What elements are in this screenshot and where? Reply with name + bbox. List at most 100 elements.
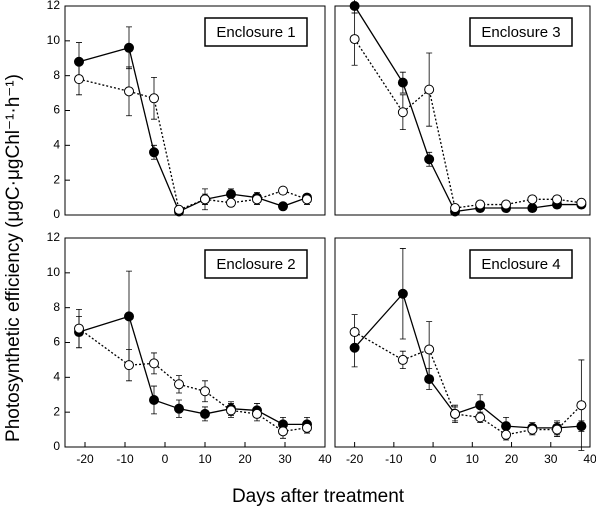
series-line	[78, 328, 308, 433]
panel-label: Enclosure 2	[216, 256, 295, 273]
marker	[397, 354, 408, 365]
marker	[424, 154, 435, 165]
series-line	[78, 78, 308, 211]
marker	[74, 56, 84, 67]
marker	[576, 400, 587, 411]
x-tick-label: 20	[505, 452, 519, 466]
series-line	[354, 331, 582, 436]
x-tick-label: 0	[430, 452, 437, 466]
x-tick-label: -20	[76, 452, 94, 466]
marker	[200, 386, 210, 397]
marker	[226, 197, 236, 208]
marker	[149, 394, 159, 405]
marker	[278, 201, 288, 212]
marker	[74, 323, 84, 334]
y-tick-label: 0	[53, 439, 60, 453]
marker	[278, 185, 288, 196]
marker	[174, 379, 184, 390]
y-tick-label: 4	[53, 370, 60, 384]
marker	[149, 147, 159, 158]
y-tick-label: 2	[53, 172, 60, 186]
marker	[124, 360, 134, 371]
marker	[302, 194, 312, 205]
x-tick-label: 30	[544, 452, 558, 466]
label-box	[204, 249, 308, 279]
y-tick-label: 0	[53, 207, 60, 221]
x-axis-label: Days after treatment	[232, 486, 405, 507]
marker	[424, 84, 435, 95]
series-line	[354, 292, 582, 429]
marker	[124, 311, 134, 322]
marker	[149, 358, 159, 369]
marker	[252, 194, 262, 205]
y-tick-label: 8	[53, 68, 60, 82]
marker	[475, 412, 486, 423]
y-tick-label: 6	[53, 103, 60, 117]
series-line	[354, 38, 582, 209]
x-tick-label: 30	[278, 452, 292, 466]
marker	[397, 77, 408, 88]
marker	[226, 405, 236, 416]
marker	[174, 403, 184, 414]
panel-label: Enclosure 1	[216, 24, 295, 41]
label-box	[204, 17, 308, 47]
y-tick-label: 10	[47, 265, 61, 279]
y-tick-label: 12	[47, 0, 61, 12]
y-tick-label: 10	[47, 33, 61, 47]
x-tick-label: 0	[162, 452, 169, 466]
marker	[397, 288, 408, 299]
marker	[226, 189, 236, 200]
marker	[74, 74, 84, 85]
y-axis-label: Photosynthetic efficiency (μgC·μgChl⁻¹·h…	[3, 74, 24, 442]
marker	[552, 424, 563, 435]
marker	[424, 344, 435, 355]
y-tick-label: 4	[53, 138, 60, 152]
marker	[349, 342, 360, 353]
marker	[278, 426, 288, 437]
marker	[349, 327, 360, 338]
x-tick-label: -20	[346, 452, 364, 466]
marker	[349, 34, 360, 45]
plot-frame	[334, 237, 591, 448]
x-tick-label: 20	[238, 452, 252, 466]
marker	[424, 374, 435, 385]
plot-frame	[334, 5, 591, 216]
panel-label: Enclosure 3	[481, 24, 560, 41]
marker	[527, 203, 538, 214]
x-tick-label: -10	[385, 452, 403, 466]
marker	[501, 429, 512, 440]
marker	[527, 424, 538, 435]
marker	[450, 408, 461, 419]
marker	[174, 204, 184, 215]
marker	[200, 194, 210, 205]
marker	[302, 422, 312, 433]
marker	[124, 86, 134, 97]
y-tick-label: 6	[53, 335, 60, 349]
marker	[552, 194, 563, 205]
marker	[501, 421, 512, 432]
x-tick-label: 10	[198, 452, 212, 466]
marker	[576, 197, 587, 208]
marker	[349, 1, 360, 11]
label-box	[469, 249, 573, 279]
marker	[576, 421, 587, 432]
marker	[397, 107, 408, 118]
marker	[527, 194, 538, 205]
y-tick-label: 8	[53, 300, 60, 314]
x-tick-label: 40	[583, 452, 596, 466]
panel-label: Enclosure 4	[481, 256, 560, 273]
x-tick-label: 10	[466, 452, 480, 466]
marker	[252, 408, 262, 419]
marker	[501, 199, 512, 210]
y-tick-label: 2	[53, 404, 60, 418]
marker	[124, 42, 134, 53]
marker	[200, 408, 210, 419]
x-tick-label: -10	[116, 452, 134, 466]
label-box	[469, 17, 573, 47]
marker	[450, 203, 461, 214]
y-tick-label: 12	[47, 230, 61, 244]
marker	[475, 400, 486, 411]
series-line	[78, 46, 308, 213]
marker	[475, 199, 486, 210]
